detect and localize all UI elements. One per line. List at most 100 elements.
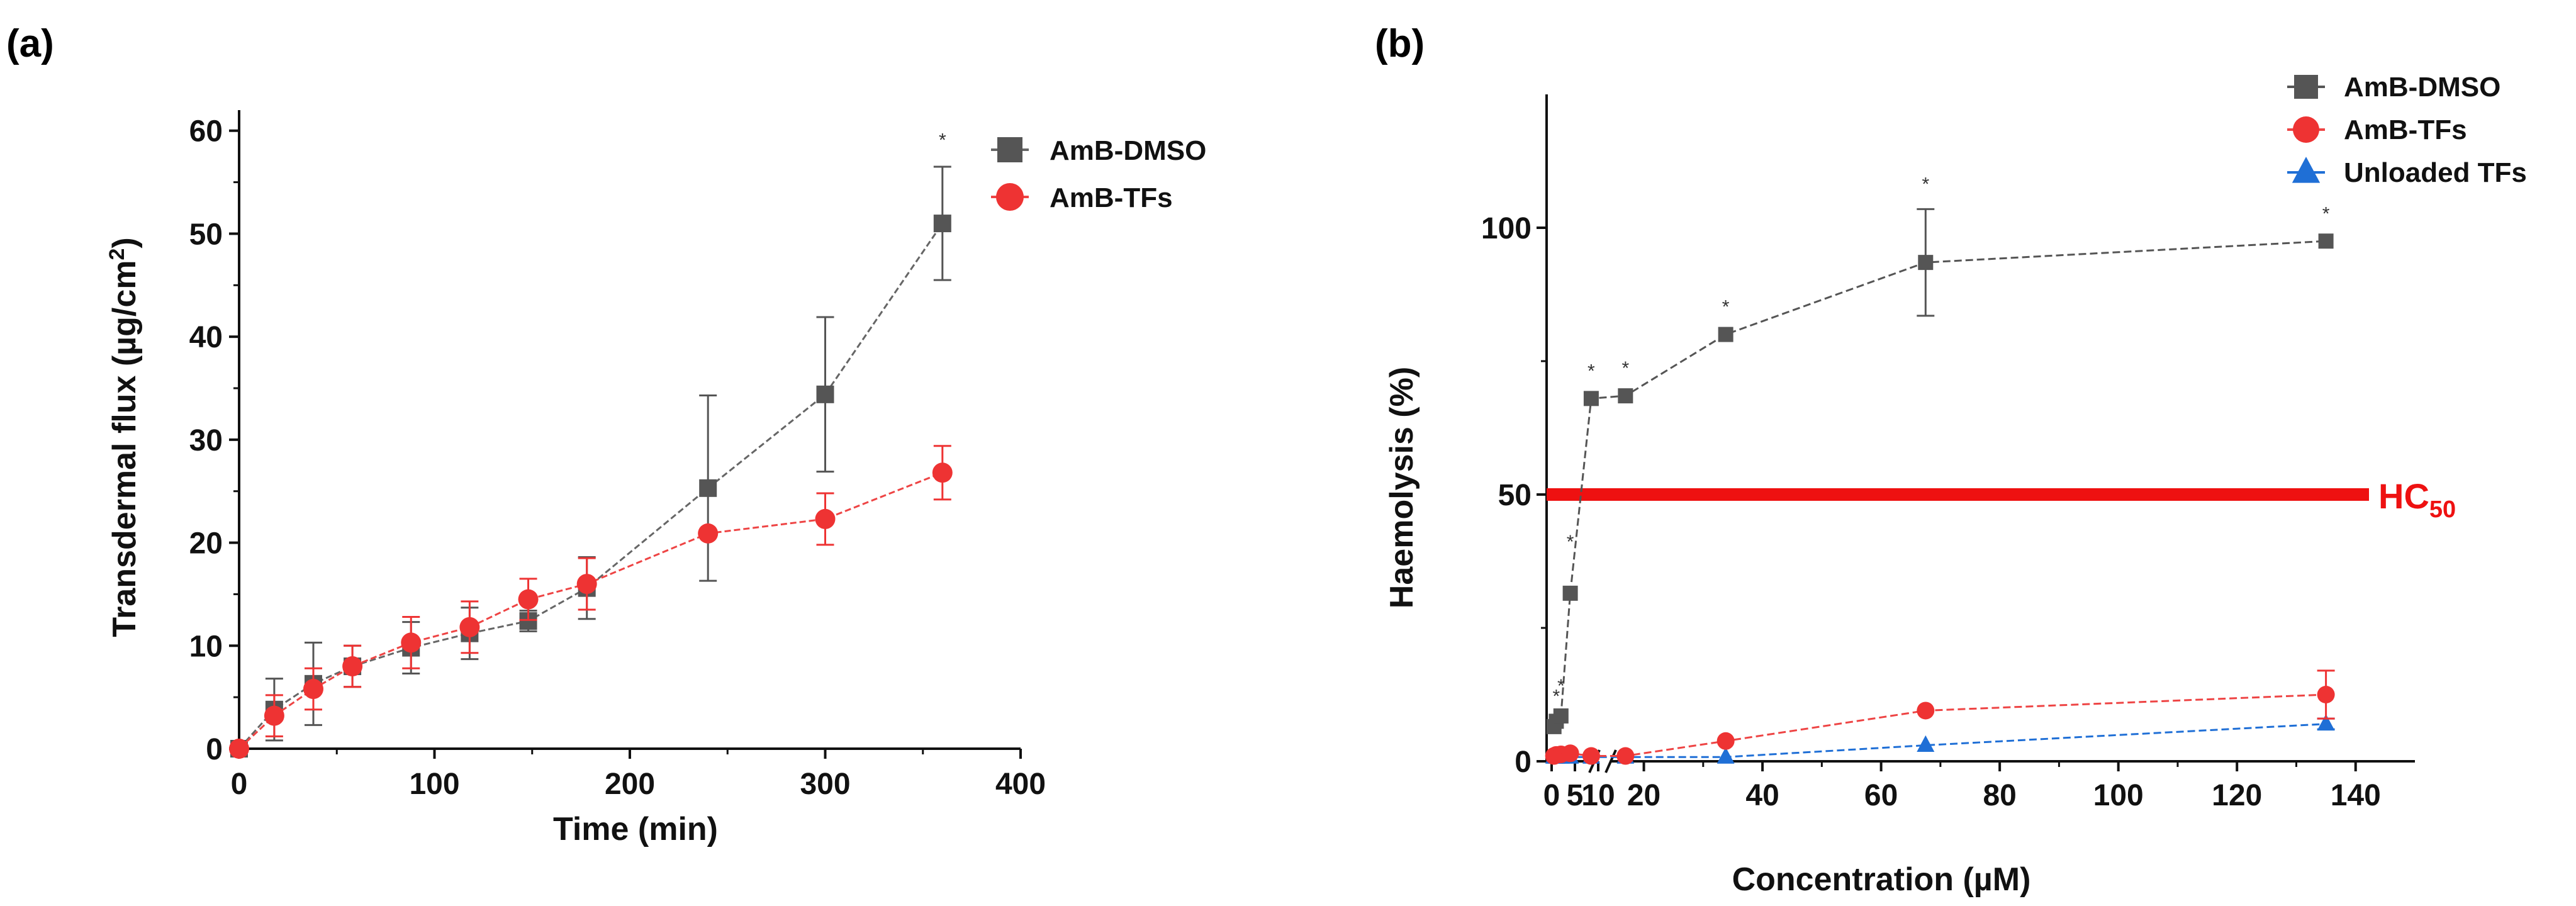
panel-b-data-point-unloaded-tfs (2317, 713, 2335, 731)
panel-b-label: (b) (1375, 22, 1425, 65)
panel-b-legend-marker (2294, 75, 2318, 99)
panel-a-data-point-amb-tfs (932, 462, 953, 483)
panel-b-data-point-unloaded-tfs (1917, 735, 1935, 752)
panel-a: (a) 0 100 200 300 400 0 10 20 30 40 50 60 * Time (m… (6, 22, 1206, 847)
panel-a-data-point-amb-tfs (815, 508, 836, 529)
panel-a-y-axis-title-end: ) (106, 237, 143, 248)
panel-a-x-tick-label: 100 (409, 768, 459, 801)
panel-b-data-point-unloaded-tfs (1716, 747, 1735, 764)
panel-a-data-point-amb-tfs (229, 739, 249, 759)
panel-b-legend-label: Unloaded TFs (2344, 157, 2527, 188)
panel-b-x-tick-label: 140 (2331, 779, 2381, 812)
panel-b-data-point-amb-tfs (1716, 732, 1735, 750)
panel-a-data-point-amb-tfs (576, 574, 597, 595)
panel-b-legend-marker (2292, 157, 2321, 183)
panel-b-y-tick-label: 0 (1515, 746, 1532, 779)
panel-a-y-axis-title-main: Transdermal flux (µg/cm (106, 260, 143, 637)
panel-b-x-axis-title: Concentration (µM) (1732, 861, 2031, 898)
panel-a-data-point-amb-tfs (459, 617, 480, 637)
panel-a-data-point-amb-dmso (933, 215, 951, 233)
panel-b-data-point-amb-tfs (1561, 744, 1579, 763)
panel-b-significance-marker: * (1722, 297, 1730, 318)
panel-b-significance-marker: * (2322, 203, 2330, 224)
panel-b-data-point-amb-tfs (1616, 747, 1635, 765)
panel-b-data-point-amb-dmso (1918, 255, 1934, 271)
panel-b-series-line-amb-tfs (1554, 693, 2326, 758)
panel-a-x-tick-label: 400 (995, 768, 1046, 801)
panel-a-data-point-amb-dmso (699, 479, 717, 497)
panel-b-data-point-amb-dmso (1562, 585, 1578, 601)
panel-a-significance-marker: * (939, 130, 946, 150)
panel-b-data-point-amb-dmso (1583, 391, 1599, 406)
panel-b-x-tick-label: 100 (2093, 779, 2144, 812)
panel-a-y-tick-label: 40 (189, 321, 223, 354)
panel-a-data-point-amb-tfs (401, 632, 422, 653)
panel-b-data-point-amb-tfs (1917, 702, 1935, 720)
panel-b-x-tick-label: 10 (1581, 779, 1615, 812)
panel-b-series-line-unloaded-tfs (1554, 723, 2326, 758)
panel-a-y-tick-label: 60 (189, 115, 223, 148)
panel-b-data-point-amb-dmso (1553, 708, 1569, 724)
panel-a-y-axis-title-sup: 2 (105, 249, 129, 260)
panel-a-data-point-amb-tfs (303, 679, 323, 700)
panel-b-y-axis-title: Haemolysis (%) (1384, 367, 1420, 608)
panel-a-legend: AmB-DMSO AmB-TFs (991, 135, 1206, 213)
panel-b-legend: AmB-DMSO AmB-TFs Unloaded TFs (2287, 72, 2527, 188)
panel-a-series-line-amb-tfs (238, 471, 943, 750)
panel-a-legend-marker (997, 137, 1022, 162)
panel-a-legend-label: AmB-DMSO (1050, 135, 1206, 166)
panel-a-x-axis-title: Time (min) (553, 811, 718, 847)
panel-b-hc50-label: HC50 (2378, 476, 2456, 523)
panel-a-x-tick-label: 0 (231, 768, 248, 801)
panel-a-legend-marker (996, 183, 1024, 211)
panel-a-legend-label: AmB-TFs (1050, 182, 1173, 213)
panel-a-x-tick-label: 300 (800, 768, 850, 801)
panel-a-x-tick-label: 200 (605, 768, 655, 801)
panel-b-significance-marker: * (1567, 532, 1574, 552)
panel-a-axes: 0 100 200 300 400 0 10 20 30 40 50 60 (189, 110, 1046, 801)
panel-b-data-point-amb-dmso (1718, 327, 1733, 342)
panel-a-label: (a) (6, 22, 54, 65)
panel-b-data-point-amb-tfs (1582, 747, 1600, 765)
panel-b-series-line-amb-dmso (1553, 240, 2326, 727)
panel-b-hc50-label-main: HC (2378, 476, 2429, 516)
panel-a-data-point-amb-tfs (342, 656, 363, 677)
panel-b-significance-marker: * (1553, 686, 1560, 707)
panel-b-x-tick-label: 20 (1627, 779, 1660, 812)
panel-a-y-tick-label: 10 (189, 630, 223, 663)
panel-b-y-tick-label: 100 (1481, 212, 1532, 245)
panel-a-data-point-amb-tfs (698, 523, 719, 544)
panel-b-x-tick-label: 80 (1983, 779, 2016, 812)
panel-a-data-point-amb-dmso (816, 385, 834, 403)
panel-b-x-tick-label: 5 (1567, 779, 1584, 812)
panel-a-y-tick-label: 20 (189, 527, 223, 561)
panel-b-data-point-amb-tfs (2317, 686, 2335, 703)
panel-b-x-tick-label: 0 (1543, 779, 1560, 812)
panel-a-data-point-amb-tfs (264, 705, 284, 726)
panel-a-y-axis-title: Transdermal flux (µg/cm2) (105, 237, 143, 637)
panel-b-significance-marker: * (1557, 676, 1565, 696)
panel-b-axis-break-mark (1604, 749, 1617, 773)
panel-b-x-tick-label: 60 (1864, 779, 1898, 812)
panel-b-significance-marker: * (1588, 361, 1595, 381)
panel-b-hc50-label-sub: 50 (2429, 496, 2456, 523)
panel-a-series-line-amb-dmso (238, 223, 944, 750)
panel-a-plot: * (229, 130, 953, 759)
panel-b-data-point-amb-dmso (2318, 233, 2334, 249)
panel-b-significance-marker: * (1621, 358, 1629, 379)
panel-b-legend-label: AmB-DMSO (2344, 72, 2500, 103)
panel-b-legend-marker (2293, 116, 2319, 143)
panel-a-y-tick-label: 30 (189, 424, 223, 457)
panel-a-y-tick-label: 0 (206, 733, 223, 766)
panel-a-y-tick-label: 50 (189, 218, 223, 251)
panel-b-y-tick-label: 50 (1498, 479, 1532, 512)
panel-b-x-tick-label: 120 (2212, 779, 2262, 812)
panel-b-data-point-amb-dmso (1618, 388, 1633, 404)
panel-b-plot: HC50**** **** (1545, 174, 2456, 765)
panel-b-significance-marker: * (1922, 174, 1929, 195)
panel-b-x-tick-label: 40 (1745, 779, 1779, 812)
panel-b-legend-label: AmB-TFs (2344, 115, 2467, 145)
